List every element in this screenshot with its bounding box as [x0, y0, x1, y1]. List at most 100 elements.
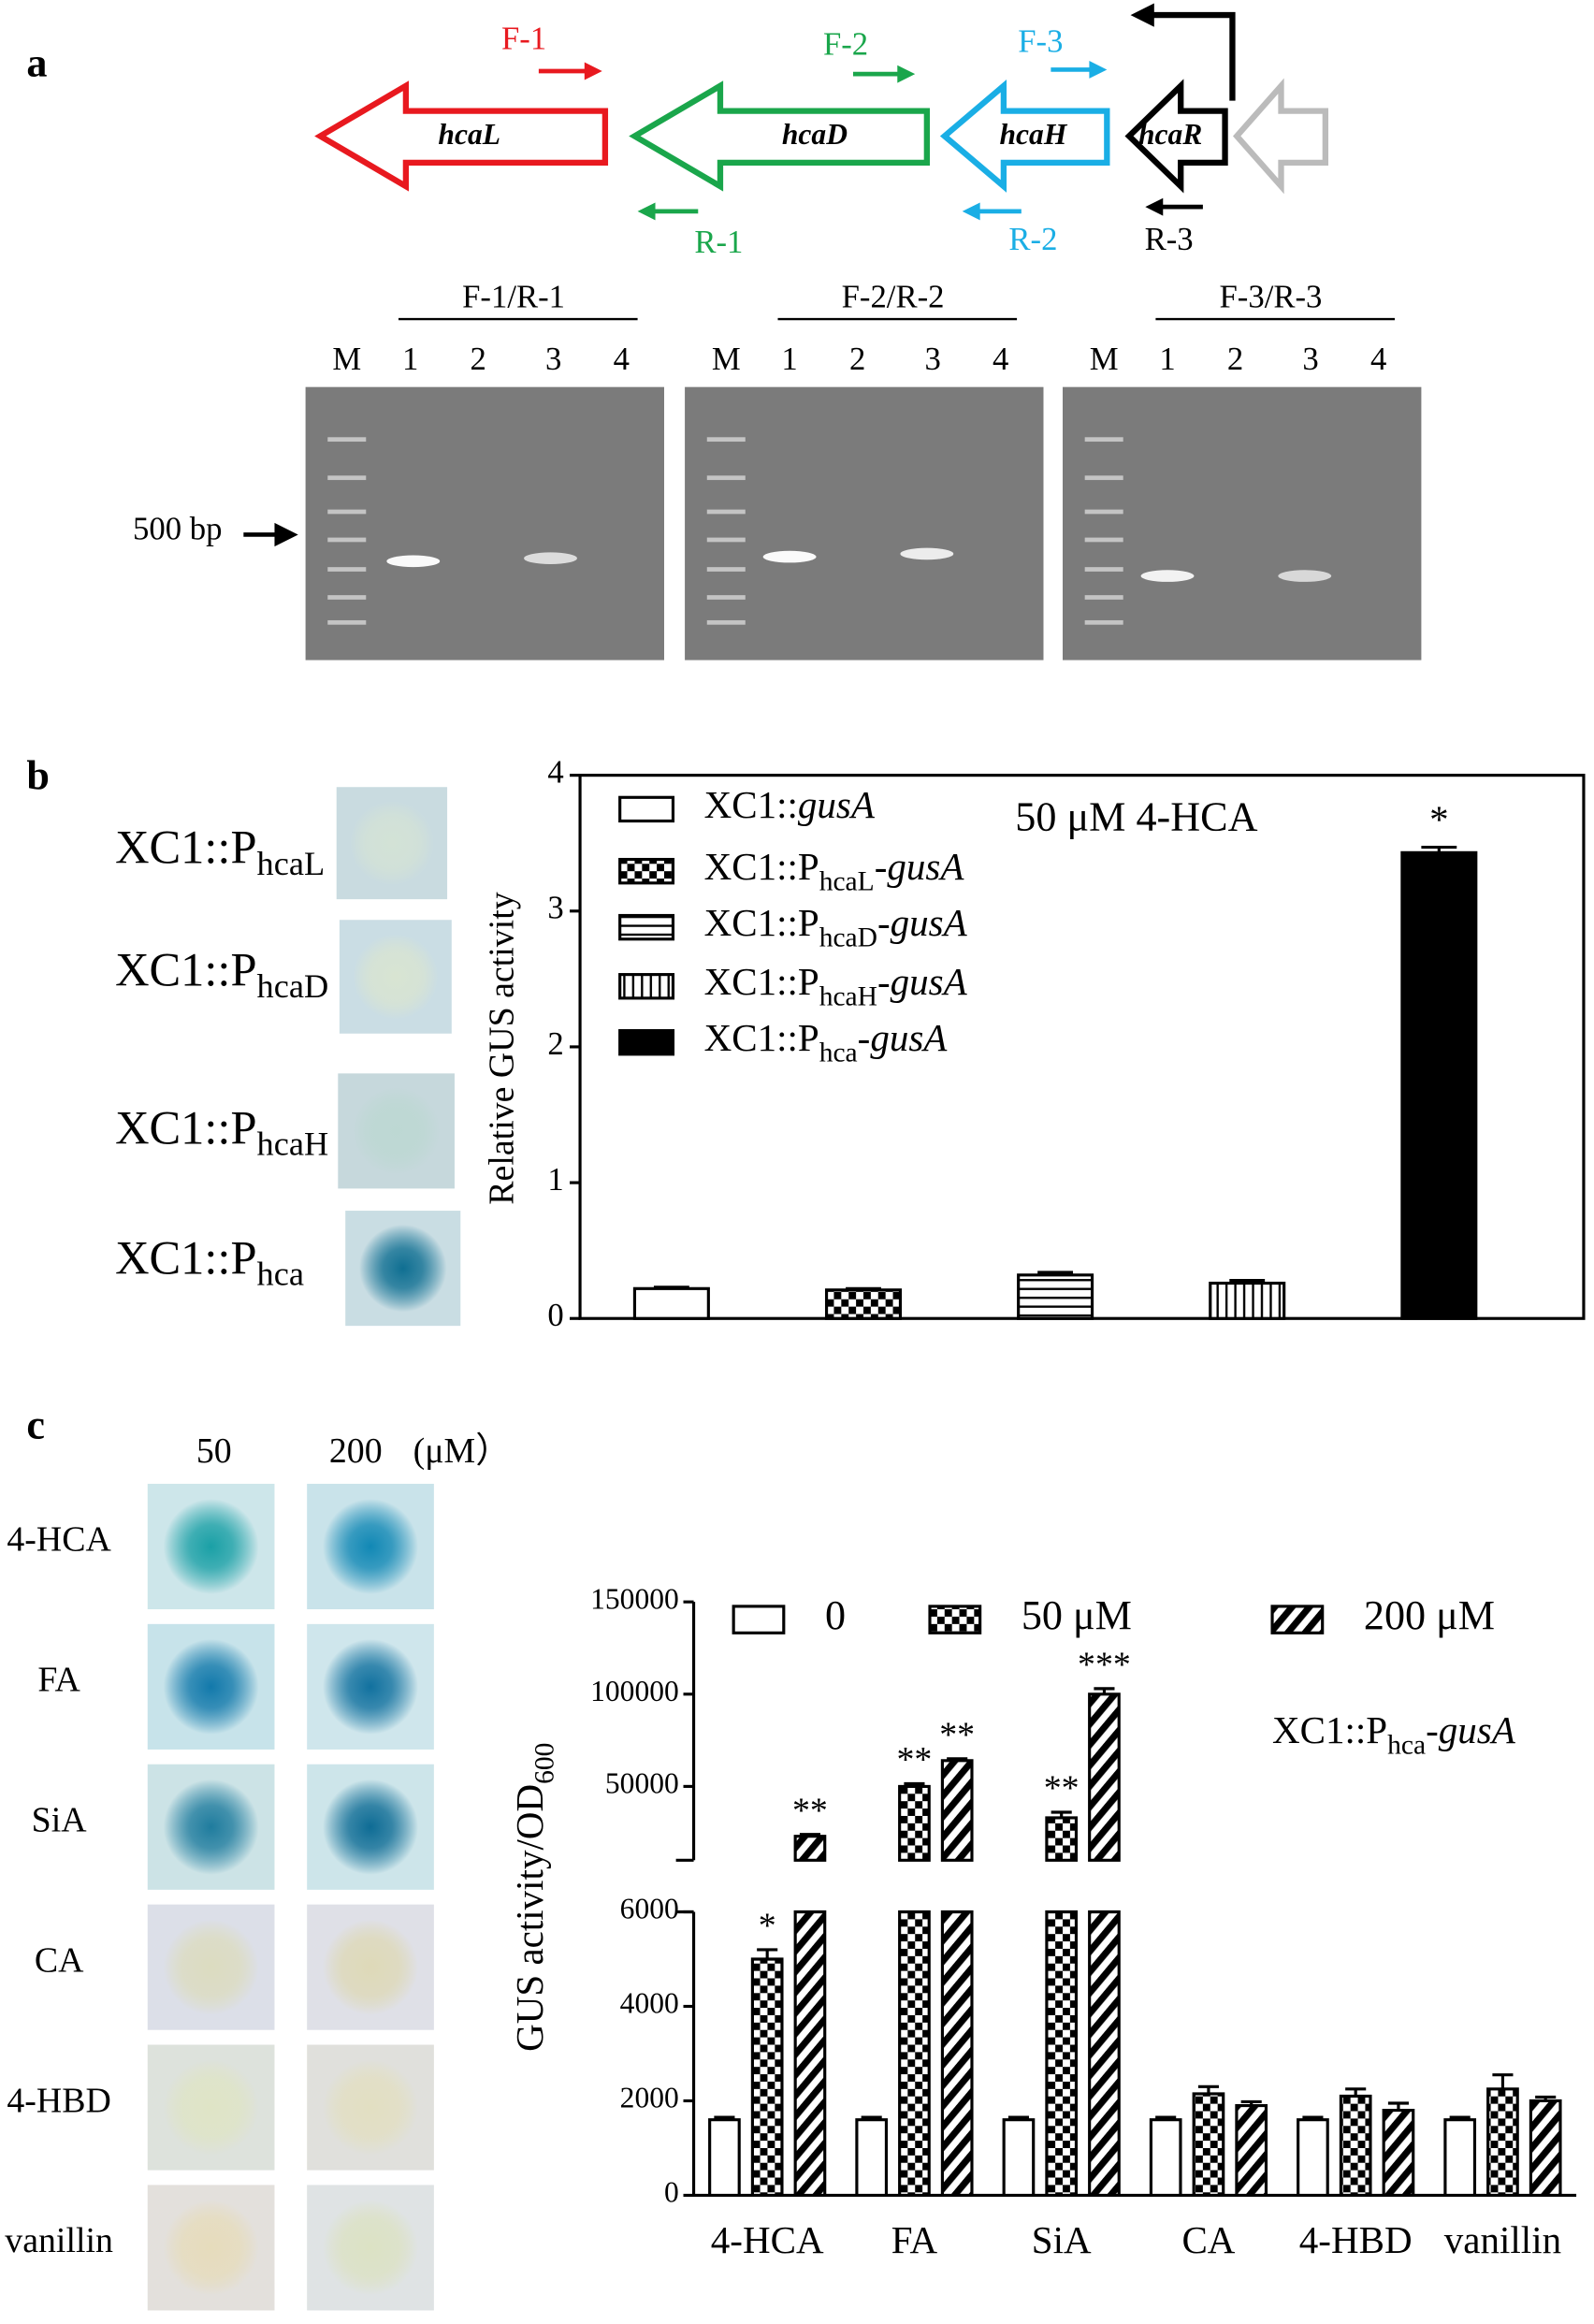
annotation: XC1::Phca-gusA [1272, 1709, 1516, 1761]
gel-header: F-3/R-3 [1220, 279, 1323, 315]
text-part: XC1::P [704, 1017, 819, 1060]
text-part: XC1::P [704, 902, 819, 945]
legend-swatch [618, 795, 675, 823]
error-bar [714, 2115, 735, 2120]
bar [708, 2118, 741, 2198]
text-part: gusA [798, 783, 876, 826]
text-part: XC1::P [115, 821, 256, 873]
lane-label: 1 [1159, 341, 1175, 377]
y-tick-label: 0 [547, 1297, 563, 1333]
y-tick-label: 150000 [590, 1582, 679, 1615]
text-part: gusA [870, 1017, 948, 1060]
legend-label: 0 [825, 1592, 846, 1638]
lane-label: M [1090, 341, 1119, 377]
y-tick-label: 4 [547, 754, 563, 791]
dna-band [524, 552, 577, 564]
text-part: gusA [891, 902, 968, 945]
panel-label: b [26, 752, 50, 798]
significance-mark: ** [792, 1791, 828, 1830]
lane-label: 2 [471, 341, 486, 377]
colony-spot [163, 1499, 259, 1594]
dna-band [386, 555, 441, 568]
ladder-band [327, 567, 367, 572]
text-part: gusA [891, 961, 968, 1004]
y-axis-label: GUS activity/OD600 [509, 1743, 560, 2052]
subscript: hcaD [819, 922, 877, 952]
ladder-band [327, 537, 367, 543]
ladder-band [327, 595, 367, 600]
bar [1209, 1281, 1286, 1320]
row-label: vanillin [5, 2221, 113, 2260]
error-bar [1345, 2087, 1367, 2097]
y-tick-label: 50000 [605, 1767, 679, 1800]
text-part: - [875, 846, 888, 889]
legend-swatch [618, 973, 675, 1000]
bar [1529, 2099, 1562, 2198]
plate-label: XC1::PhcaH [115, 1101, 328, 1163]
error-bar [1051, 1810, 1072, 1818]
gel-header: F-2/R-2 [842, 279, 945, 315]
legend-label: XC1::gusA [704, 783, 876, 826]
bar [1045, 1816, 1079, 2198]
significance-mark: * [1429, 798, 1449, 841]
error-bar [757, 1948, 778, 1959]
bar [1192, 2092, 1225, 2198]
error-bar [1094, 1687, 1115, 1694]
ladder-band [1084, 509, 1123, 515]
x-tick-label: SiA [1032, 2218, 1092, 2261]
primer-label: R-1 [694, 224, 743, 260]
gene-label: hcaH [1000, 118, 1068, 151]
primer-arrowhead [962, 202, 980, 221]
colony-spot [163, 1919, 259, 2015]
colony-spot [323, 1499, 418, 1594]
bar [1382, 2108, 1415, 2198]
lane-label: 1 [402, 341, 418, 377]
y-tick-label: 1 [547, 1161, 563, 1198]
subscript: hca [1387, 1730, 1426, 1760]
error-bar [1007, 2115, 1029, 2120]
subscript: hcaL [257, 845, 326, 882]
gel-header: F-1/R-1 [462, 279, 565, 315]
promoter-arrowhead [1130, 3, 1154, 27]
ladder-band [706, 509, 746, 515]
dna-band [762, 550, 817, 563]
ladder-band [706, 475, 746, 481]
row-label: 4-HBD [7, 2081, 110, 2120]
error-bar [799, 1833, 820, 1837]
text-part: GUS activity/OD [509, 1784, 552, 2052]
text-part: - [1426, 1709, 1439, 1752]
colony-spot [323, 2059, 418, 2156]
text-part: XC1::P [115, 1231, 256, 1284]
row-label: CA [35, 1940, 84, 1980]
plate-label: XC1::PhcaD [115, 943, 328, 1005]
colony-spot [352, 1087, 441, 1175]
lane-label: 2 [849, 341, 865, 377]
colony-spot [163, 2059, 259, 2156]
ladder-band [706, 619, 746, 625]
primer-arrowhead [637, 202, 656, 221]
legend-label: XC1::Phca-gusA [704, 1017, 949, 1068]
legend-swatch [618, 857, 675, 885]
significance-mark: * [759, 1907, 776, 1946]
x-tick-label: vanillin [1444, 2218, 1561, 2261]
bar [1002, 2118, 1036, 2198]
gene-label: hcaR [1138, 118, 1202, 151]
ladder-band [1084, 475, 1123, 481]
bar [1017, 1273, 1094, 1320]
colony-spot [163, 1779, 259, 1875]
gene-arrow [1124, 79, 1228, 194]
lane-label: 2 [1227, 341, 1243, 377]
error-bar [653, 1285, 689, 1289]
significance-mark: *** [1078, 1645, 1131, 1684]
promoter-arrow [1151, 11, 1236, 101]
colony-spot [358, 1224, 447, 1313]
legend-swatch [1270, 1605, 1325, 1634]
text-part: XC1::P [704, 846, 819, 889]
ladder-band [327, 509, 367, 515]
text-part: XC1::P [1272, 1709, 1387, 1752]
error-bar [904, 1781, 925, 1787]
primer-arrowhead [1145, 197, 1164, 216]
gene-arrow [939, 79, 1110, 193]
legend-label: XC1::PhcaH-gusA [704, 961, 968, 1012]
text-part: XC1:: [704, 783, 798, 826]
